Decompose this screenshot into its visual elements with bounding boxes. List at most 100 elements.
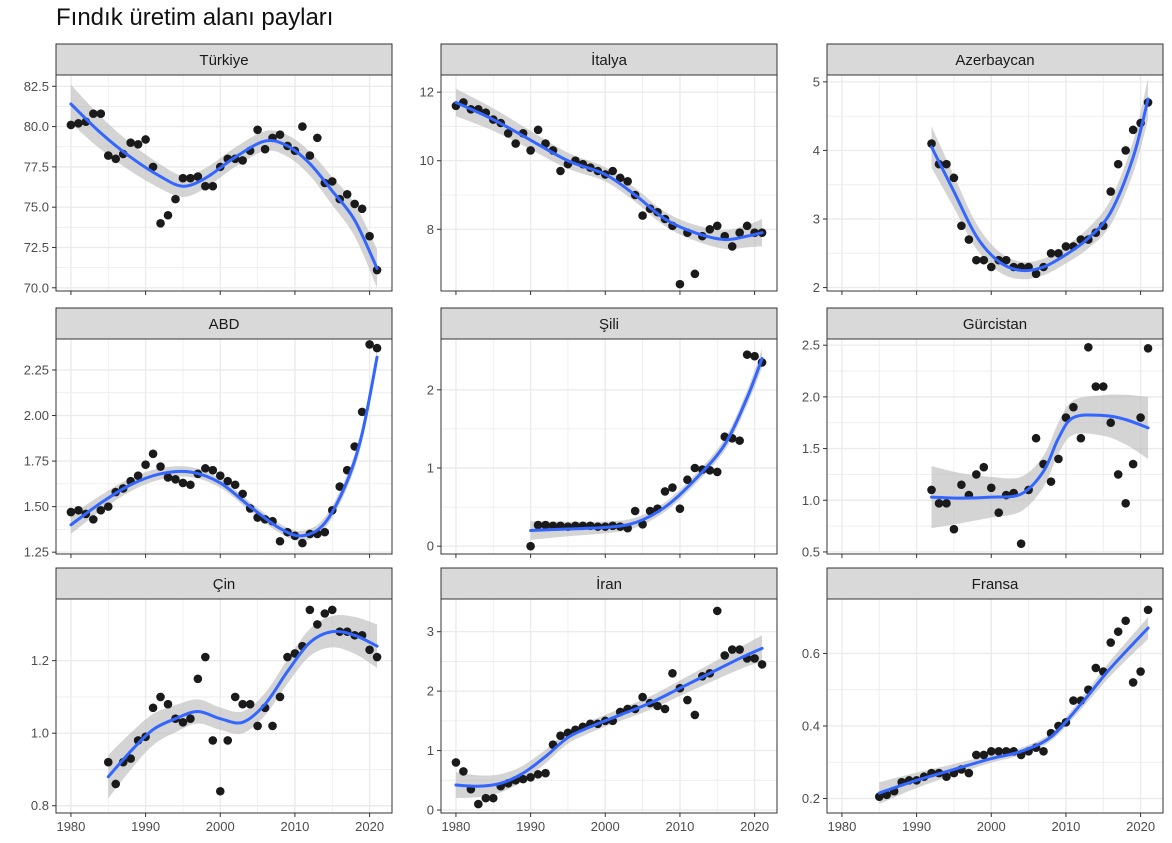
data-point [541,520,550,530]
data-point [298,538,307,548]
data-point [365,645,374,655]
data-point [148,449,158,459]
data-point [518,774,528,784]
data-point [66,120,76,130]
data-point [1046,248,1056,258]
facet-strip-label: Türkiye [199,52,248,69]
data-point [171,475,180,484]
data-point [474,799,483,809]
data-point [979,255,989,265]
x-tick-label: 2000 [206,819,235,834]
data-point [178,718,188,727]
y-tick-label: 2 [427,684,434,699]
data-point [623,176,632,186]
data-point [253,125,262,135]
data-point [178,478,188,488]
data-point [986,747,996,756]
data-point [503,128,513,138]
data-point [683,695,692,705]
data-point [630,506,640,516]
x-tick-label: 1980 [827,819,856,834]
data-point [927,485,936,495]
data-point [156,462,165,471]
data-point [186,714,195,723]
data-point [964,235,974,244]
data-point [223,476,233,486]
facet-strip [55,43,393,76]
smooth-line [454,646,764,788]
data-point [979,462,989,472]
data-point [163,699,173,709]
facet-strip-label: Azerbaycan [955,52,1034,69]
y-tick-label: 8 [427,222,434,237]
y-tick-label: 2.25 [24,362,49,377]
data-point [1106,638,1116,647]
data-point [660,487,670,496]
data-point [365,340,374,349]
x-tick-label: 2010 [1051,819,1080,834]
data-point [942,159,951,169]
data-point [283,652,292,662]
data-point [223,736,233,745]
y-tick-label: 82.5 [24,79,49,94]
facet-strip [440,567,778,600]
data-point [186,480,195,490]
data-point [927,139,936,148]
data-point [638,692,647,702]
data-point [874,792,884,801]
x-tick-label: 2020 [1126,819,1155,834]
data-point [750,351,759,361]
data-point [459,767,468,776]
y-tick-label: 75.0 [24,200,49,215]
data-point [201,464,210,473]
facet-panel-5: Gürcistan 0.5 1.0 1.5 2.0 2.5 [802,307,1164,559]
panel-border [55,598,393,814]
y-tick-label: 0.6 [802,646,820,661]
data-point [735,228,744,238]
y-tick-label: 1.0 [31,726,49,741]
data-point [533,125,543,135]
data-point [690,269,700,279]
data-point [193,674,203,684]
facet-panel-6: Çin 0.8 1.0 1.2 1980 1990 2000 2010 2020 [31,567,393,834]
y-tick-label: 0 [427,803,434,818]
data-point [526,773,535,782]
facet-strip-label: Çin [213,576,236,593]
data-point [148,162,158,172]
data-point [253,721,262,731]
data-point [742,221,752,231]
data-point [126,138,135,147]
facet-panel-0: Türkiye 70.0 72.5 75.0 77.5 80.0 82.5 [24,43,393,295]
data-point [275,692,285,702]
data-point [979,750,989,760]
facet-panel-2: Azerbaycan 2 3 4 5 [813,43,1164,295]
data-point [238,699,247,709]
data-point [541,768,550,778]
data-point [208,465,218,475]
data-point [511,139,520,148]
data-point [957,221,966,231]
data-point [1001,255,1011,265]
data-point [111,154,121,164]
data-point [1091,382,1101,391]
y-tick-label: 72.5 [24,240,49,255]
y-tick-label: 5 [813,74,820,89]
panel-border [826,598,1164,814]
data-point [720,651,730,660]
y-tick-label: 1 [427,743,434,758]
data-point [327,605,337,615]
data-point [305,151,315,160]
data-point [103,151,113,160]
data-point [1128,125,1138,135]
y-tick-label: 1.5 [802,441,820,456]
data-point [994,747,1004,756]
panel-border [55,74,393,292]
y-tick-label: 0.2 [802,791,820,806]
confidence-band [931,394,1149,529]
data-point [313,620,322,629]
data-point [372,652,382,662]
smooth-line [930,413,1150,500]
y-tick-label: 2.00 [24,408,49,423]
data-point [615,173,625,183]
data-point [942,499,951,508]
